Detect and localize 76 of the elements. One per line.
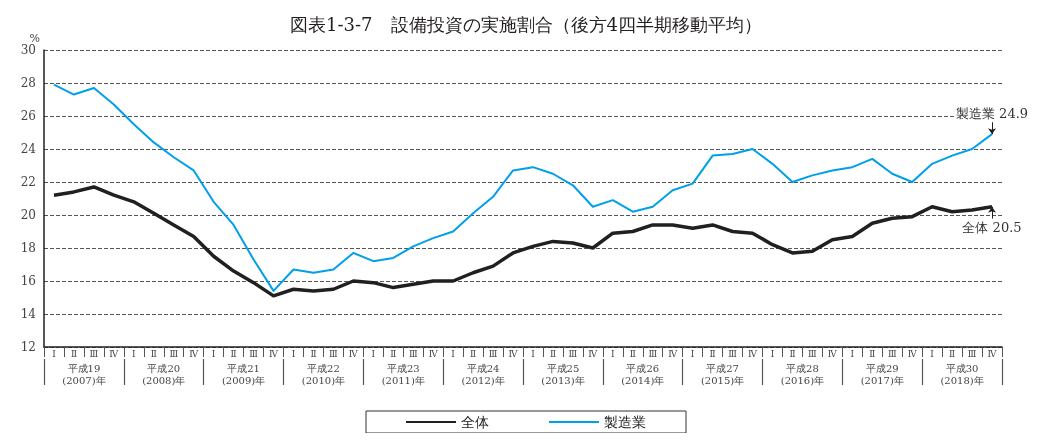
x-tick-label: Ⅱ xyxy=(470,348,477,359)
x-tick-label: Ⅱ xyxy=(310,348,317,359)
y-tick-label: 22 xyxy=(20,175,36,189)
x-tick-label: Ⅲ xyxy=(808,348,818,359)
y-tick-label: 18 xyxy=(20,241,36,255)
x-tick-label: Ⅰ xyxy=(611,348,616,359)
text: 平成19 (2007)年 xyxy=(62,362,106,386)
x-tick-label: Ⅳ xyxy=(428,348,439,359)
x-tick-label: Ⅲ xyxy=(329,348,339,359)
x-tick-label: Ⅳ xyxy=(668,348,679,359)
x-tick-label: Ⅱ xyxy=(150,348,157,359)
x-tick-label: Ⅰ xyxy=(132,348,137,359)
x-tick-label: Ⅳ xyxy=(189,348,200,359)
y-tick-label: 30 xyxy=(20,43,36,57)
text: 平成28 (2016)年 xyxy=(780,362,825,386)
y-tick-label: 26 xyxy=(20,109,36,123)
x-tick-label: Ⅰ xyxy=(451,348,456,359)
x-tick-label: Ⅱ xyxy=(789,348,796,359)
y-tick-label: 14 xyxy=(20,307,37,321)
y-tick-label: 28 xyxy=(20,76,36,90)
text: 平成27 (2015)年 xyxy=(700,362,745,386)
x-tick-label: Ⅱ xyxy=(949,348,956,359)
x-tick-label: Ⅰ xyxy=(211,348,216,359)
x-tick-label: Ⅲ xyxy=(728,348,738,359)
y-tick-label: 12 xyxy=(20,340,36,354)
x-tick-label: Ⅱ xyxy=(390,348,397,359)
text: 平成24 (2012)年 xyxy=(461,362,505,386)
x-tick-label: Ⅲ xyxy=(169,348,179,359)
text: 平成29 (2017)年 xyxy=(860,362,904,386)
text: 平成22 (2010)年 xyxy=(301,362,346,386)
x-tick-label: Ⅰ xyxy=(850,348,855,359)
chart-title: 図表1-3-7 設備投資の実施割合（後方4四半期移動平均） xyxy=(290,13,762,35)
x-tick-label: Ⅳ xyxy=(508,348,519,359)
x-tick-label: Ⅱ xyxy=(549,348,556,359)
x-tick-label: Ⅳ xyxy=(987,348,998,359)
x-tick-label: Ⅳ xyxy=(269,348,280,359)
text: 平成21 (2009)年 xyxy=(221,362,266,386)
annotation: 全体 20.5 xyxy=(962,219,1022,235)
legend-label: 製造業 xyxy=(604,414,646,430)
x-tick-label: Ⅰ xyxy=(770,348,775,359)
x-tick-label: Ⅲ xyxy=(488,348,498,359)
x-tick-label: Ⅱ xyxy=(629,348,636,359)
x-tick-label: Ⅲ xyxy=(887,348,897,359)
x-tick-label: Ⅱ xyxy=(869,348,876,359)
y-tick-label: 20 xyxy=(20,208,36,222)
legend-label: 全体 xyxy=(461,414,489,430)
x-tick-label: Ⅰ xyxy=(371,348,376,359)
x-tick-label: Ⅲ xyxy=(568,348,578,359)
x-tick-label: Ⅰ xyxy=(52,348,57,359)
line-series xyxy=(52,83,994,292)
x-tick-label: Ⅳ xyxy=(109,348,120,359)
x-tick-label: Ⅱ xyxy=(709,348,716,359)
x-tick-label: Ⅳ xyxy=(348,348,359,359)
text: 平成20 (2008)年 xyxy=(142,362,186,386)
x-tick-label: Ⅰ xyxy=(291,348,296,359)
x-tick-label: Ⅳ xyxy=(588,348,599,359)
x-tick-label: Ⅳ xyxy=(827,348,838,359)
x-tick-label: Ⅲ xyxy=(249,348,259,359)
x-tick-label: Ⅲ xyxy=(648,348,658,359)
x-tick-label: Ⅲ xyxy=(408,348,418,359)
y-tick-label: 24 xyxy=(20,142,37,156)
text: 平成25 (2013)年 xyxy=(541,362,585,386)
x-tick-label: Ⅰ xyxy=(531,348,536,359)
x-tick-label: Ⅳ xyxy=(907,348,918,359)
annotation: 製造業 24.9 xyxy=(955,106,1029,122)
x-tick-label: Ⅲ xyxy=(89,348,99,359)
text: 平成26 (2014)年 xyxy=(621,362,665,386)
x-tick-label: Ⅰ xyxy=(690,348,695,359)
x-tick-label: Ⅳ xyxy=(748,348,759,359)
x-tick-label: Ⅲ xyxy=(967,348,977,359)
y-tick-label: 16 xyxy=(20,274,36,288)
text: 平成30 (2018)年 xyxy=(940,362,984,386)
text: 平成23 (2011)年 xyxy=(381,362,425,386)
x-tick-label: Ⅱ xyxy=(70,348,77,359)
x-tick-label: Ⅰ xyxy=(930,348,935,359)
x-tick-label: Ⅱ xyxy=(230,348,237,359)
